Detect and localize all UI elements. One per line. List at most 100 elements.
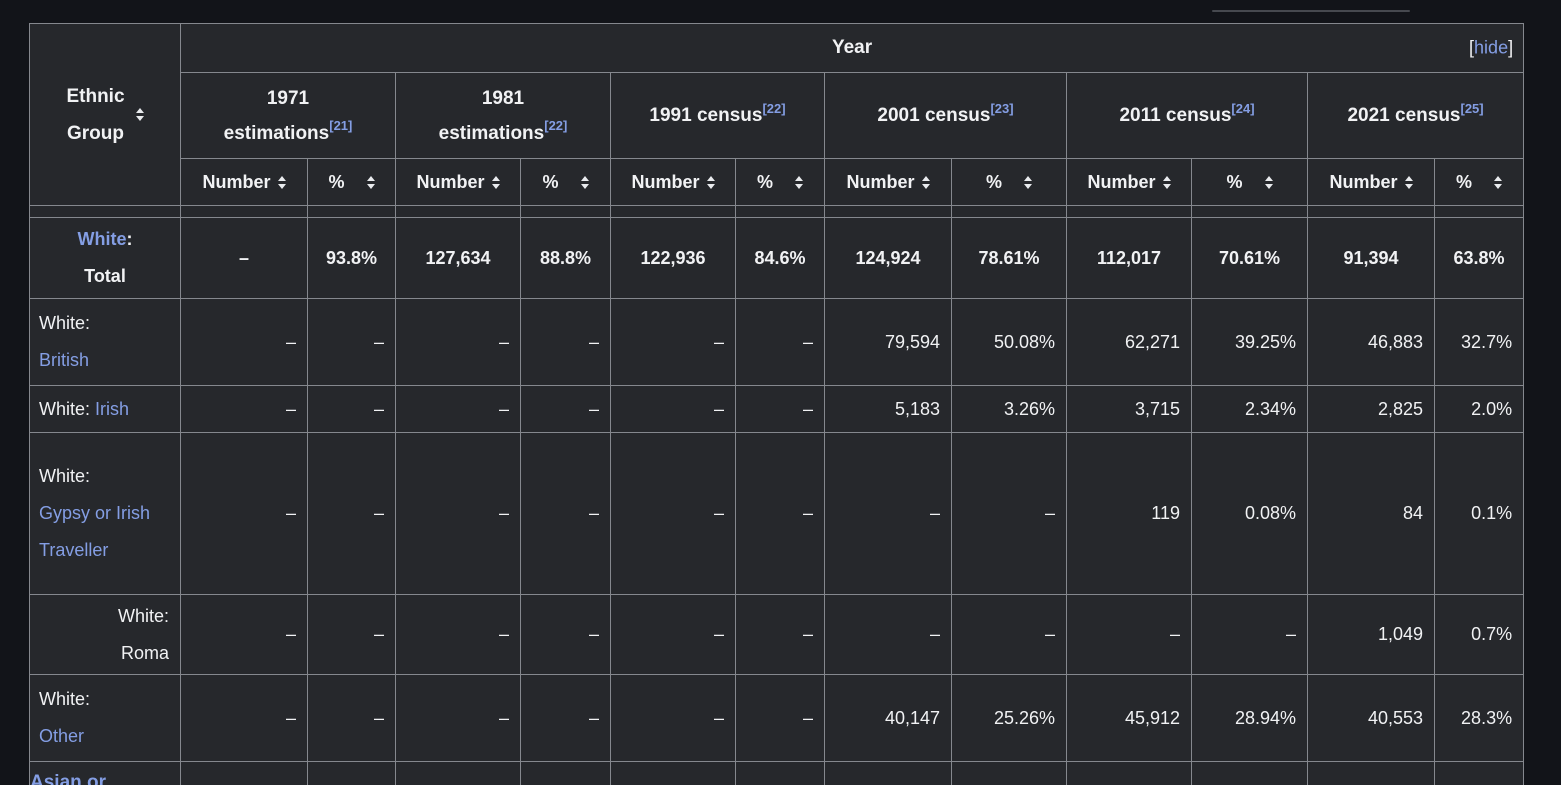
irish-link[interactable]: Irish bbox=[95, 398, 130, 419]
cell-value: 40,147 bbox=[824, 674, 952, 762]
cell-value: 70.61% bbox=[1191, 217, 1308, 299]
sort-icon[interactable] bbox=[1024, 175, 1032, 189]
cell-value: 28.94% bbox=[1191, 674, 1308, 762]
cell-value bbox=[1191, 761, 1308, 785]
number-column-header[interactable]: Number bbox=[824, 158, 952, 206]
cell-value: – bbox=[395, 674, 521, 762]
year-header-cell: Year [hide] bbox=[179, 23, 1525, 73]
percent-column-header[interactable]: % bbox=[1191, 158, 1308, 206]
top-scrollbar-thumb[interactable] bbox=[1212, 10, 1410, 12]
cell-value: – bbox=[610, 385, 736, 433]
cell-value: – bbox=[180, 432, 308, 595]
sort-icon[interactable] bbox=[491, 175, 500, 189]
cell-value: – bbox=[610, 298, 736, 386]
sort-icon[interactable] bbox=[1162, 175, 1171, 189]
cell-value: – bbox=[735, 385, 825, 433]
cell-value: 46,883 bbox=[1307, 298, 1435, 386]
cell-value: – bbox=[180, 385, 308, 433]
cell-value bbox=[610, 761, 736, 785]
number-column-header[interactable]: Number bbox=[395, 158, 521, 206]
cell-value: – bbox=[180, 298, 308, 386]
cell-value: 50.08% bbox=[951, 298, 1067, 386]
column-group-2001: 2001 census[23] bbox=[824, 72, 1067, 159]
cell-value: 78.61% bbox=[951, 217, 1067, 299]
percent-column-header[interactable]: % bbox=[735, 158, 825, 206]
cell-value: – bbox=[735, 674, 825, 762]
cell-value: – bbox=[520, 385, 611, 433]
row-label: White: Roma bbox=[29, 594, 181, 675]
cell-value: 3.26% bbox=[951, 385, 1067, 433]
cell-value: 62,271 bbox=[1066, 298, 1192, 386]
column-group-1991: 1991 census[22] bbox=[610, 72, 825, 159]
sort-icon[interactable] bbox=[1494, 175, 1503, 189]
reference-link[interactable]: [21] bbox=[329, 118, 353, 134]
table-header-row-groups: 1971 estimations[21] 1981 estimations[22… bbox=[30, 72, 1525, 159]
cell-value: – bbox=[951, 432, 1067, 595]
cell-value: – bbox=[951, 594, 1067, 675]
reference-link[interactable]: [22] bbox=[762, 100, 786, 116]
cell-value bbox=[180, 761, 308, 785]
reference-link[interactable]: [24] bbox=[1231, 100, 1255, 116]
sort-icon[interactable] bbox=[1264, 175, 1273, 189]
cell-value: – bbox=[307, 385, 396, 433]
cell-value: 39.25% bbox=[1191, 298, 1308, 386]
cell-value bbox=[1433, 761, 1525, 785]
cell-value bbox=[951, 761, 1067, 785]
table-row-white-other: White: Other – – – – – – 40,147 25.26% 4… bbox=[29, 674, 1525, 762]
cell-value: – bbox=[520, 298, 611, 386]
cell-value: – bbox=[307, 674, 396, 762]
sort-icon[interactable] bbox=[366, 175, 375, 189]
cell-value: 45,912 bbox=[1066, 674, 1192, 762]
cell-value: – bbox=[307, 432, 396, 595]
percent-column-header[interactable]: % bbox=[951, 158, 1067, 206]
table-row-white-total: White: Total – 93.8% 127,634 88.8% 122,9… bbox=[29, 217, 1525, 299]
sort-icon[interactable] bbox=[580, 175, 589, 189]
cell-value: – bbox=[395, 432, 521, 595]
sort-icon[interactable] bbox=[277, 175, 286, 189]
asian-link[interactable]: Asian or bbox=[30, 772, 107, 785]
reference-link[interactable]: [22] bbox=[544, 118, 568, 134]
percent-column-header[interactable]: % bbox=[520, 158, 611, 206]
sort-icon[interactable] bbox=[135, 108, 144, 121]
row-label: White: Total bbox=[29, 217, 181, 299]
reference-link[interactable]: [23] bbox=[990, 100, 1014, 116]
cell-value: 79,594 bbox=[824, 298, 952, 386]
row-label: Asian or bbox=[29, 761, 181, 785]
sort-icon[interactable] bbox=[795, 175, 803, 189]
percent-column-header[interactable]: % bbox=[1433, 158, 1525, 206]
white-link[interactable]: White bbox=[77, 229, 127, 249]
sort-icon[interactable] bbox=[1404, 175, 1413, 189]
cell-value bbox=[824, 761, 952, 785]
british-link[interactable]: British bbox=[39, 350, 90, 370]
cell-value: – bbox=[735, 432, 825, 595]
cell-value bbox=[1307, 761, 1435, 785]
cell-value: – bbox=[520, 432, 611, 595]
cell-value: – bbox=[520, 594, 611, 675]
cell-value: – bbox=[610, 674, 736, 762]
other-white-link[interactable]: Other bbox=[39, 726, 85, 746]
reference-link[interactable]: [25] bbox=[1460, 100, 1484, 116]
row-label: White: Other bbox=[29, 674, 181, 762]
gypsy-or-irish-traveller-link[interactable]: Gypsy or Irish Traveller bbox=[39, 503, 151, 560]
number-column-header[interactable]: Number bbox=[1307, 158, 1435, 206]
column-group-1981: 1981 estimations[22] bbox=[395, 72, 611, 159]
cell-value: 84.6% bbox=[735, 217, 825, 299]
table-row-white-roma: White: Roma – – – – – – – – – – 1,049 0.… bbox=[29, 594, 1525, 675]
table-row-white-gypsy-or-irish-traveller: White: Gypsy or Irish Traveller – – – – … bbox=[29, 432, 1525, 595]
hide-link[interactable]: hide bbox=[1474, 37, 1509, 58]
cell-value: – bbox=[610, 432, 736, 595]
sort-icon[interactable] bbox=[921, 175, 930, 189]
hide-toggle[interactable]: [hide] bbox=[1469, 37, 1514, 58]
cell-value: 25.26% bbox=[951, 674, 1067, 762]
number-column-header[interactable]: Number bbox=[180, 158, 308, 206]
ethnic-group-column-header[interactable]: Ethnic Group bbox=[29, 23, 181, 206]
number-column-header[interactable]: Number bbox=[610, 158, 736, 206]
cell-value: 3,715 bbox=[1066, 385, 1192, 433]
cell-value: – bbox=[180, 674, 308, 762]
number-column-header[interactable]: Number bbox=[1066, 158, 1192, 206]
sort-icon[interactable] bbox=[706, 175, 715, 189]
percent-column-header[interactable]: % bbox=[307, 158, 396, 206]
cell-value: 32.7% bbox=[1433, 298, 1525, 386]
cell-value: 127,634 bbox=[395, 217, 521, 299]
table-row-white-irish: White: Irish – – – – – – 5,183 3.26% 3,7… bbox=[29, 385, 1525, 433]
